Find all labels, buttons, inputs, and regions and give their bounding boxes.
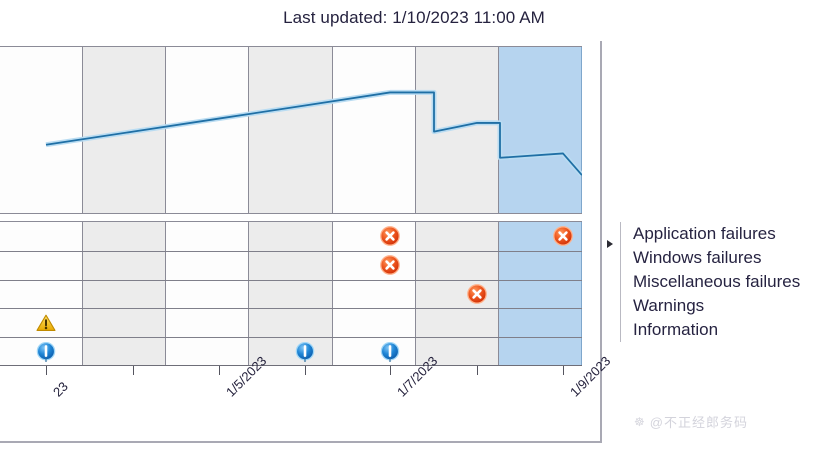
x-axis-date-label: 23 bbox=[50, 378, 71, 400]
event-row-divider bbox=[0, 308, 582, 310]
information-icon[interactable] bbox=[294, 341, 316, 363]
axis-tick bbox=[477, 366, 478, 375]
chart-column-selected[interactable] bbox=[498, 47, 582, 213]
chart-column[interactable] bbox=[0, 222, 84, 365]
axis-tick bbox=[563, 366, 564, 375]
watermark: ☸ @不正经郎务码 bbox=[634, 412, 748, 431]
watermark-icon: ☸ bbox=[634, 414, 645, 429]
axis-tick bbox=[133, 366, 134, 375]
legend-item-3[interactable]: Miscellaneous failures bbox=[633, 272, 801, 291]
axis-tick bbox=[305, 366, 306, 375]
error-icon[interactable] bbox=[552, 225, 574, 247]
axis-tick bbox=[46, 366, 47, 375]
error-icon[interactable] bbox=[466, 283, 488, 305]
error-icon[interactable] bbox=[379, 254, 401, 276]
error-icon[interactable] bbox=[379, 225, 401, 247]
information-icon[interactable] bbox=[35, 341, 57, 363]
legend-item-2[interactable]: Windows failures bbox=[633, 248, 762, 267]
chart-panel: 23 1/5/2023 1/7/2023 1/9/2023 bbox=[0, 41, 613, 443]
last-updated-label: Last updated: 1/10/2023 11:00 AM bbox=[283, 8, 545, 27]
axis-tick bbox=[219, 366, 220, 375]
watermark-text: @不正经郎务码 bbox=[649, 415, 748, 430]
chart-column[interactable] bbox=[332, 47, 416, 213]
warning-icon[interactable] bbox=[35, 312, 57, 334]
information-icon[interactable] bbox=[379, 341, 401, 363]
chart-column[interactable] bbox=[166, 222, 250, 365]
chart-header: Last updated: 1/10/2023 11:00 AM bbox=[0, 0, 828, 36]
chart-column[interactable] bbox=[249, 222, 333, 365]
chart-column[interactable] bbox=[166, 47, 250, 213]
legend: Application failures Windows failures Misc… bbox=[620, 222, 828, 342]
event-row-divider bbox=[0, 337, 582, 339]
chart-column-selected[interactable] bbox=[498, 222, 582, 365]
chart-column[interactable] bbox=[0, 47, 84, 213]
event-row-divider bbox=[0, 279, 582, 281]
legend-item-4[interactable]: Warnings bbox=[633, 296, 705, 315]
chart-column[interactable] bbox=[332, 222, 416, 365]
chart-column[interactable] bbox=[415, 47, 499, 213]
event-row-divider bbox=[0, 250, 582, 252]
chart-column[interactable] bbox=[83, 222, 167, 365]
stability-index-line bbox=[45, 89, 582, 177]
legend-item-5[interactable]: Information bbox=[633, 320, 719, 339]
chevron-right-icon bbox=[607, 240, 613, 248]
axis-tick bbox=[390, 366, 391, 375]
x-axis bbox=[0, 365, 582, 381]
event-rows-grid[interactable] bbox=[0, 221, 582, 365]
chart-column[interactable] bbox=[249, 47, 333, 213]
stability-index-graph[interactable] bbox=[0, 46, 582, 214]
expand-legend-arrow-icon[interactable] bbox=[602, 236, 618, 252]
legend-item-1[interactable]: Application failures bbox=[633, 224, 776, 243]
